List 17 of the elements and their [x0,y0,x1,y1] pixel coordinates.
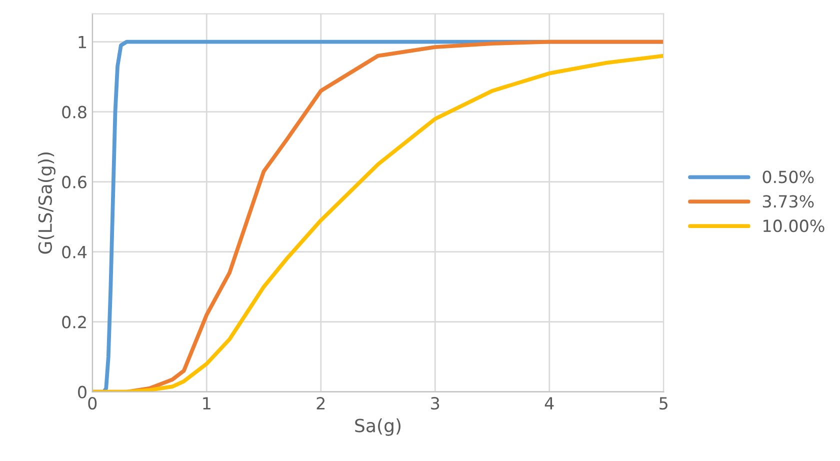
x-tick-label: 1 [203,397,210,410]
y-tick-label: 1 [78,36,86,48]
x-tick-label: 0 [88,397,97,410]
x-tick-label: 3 [431,397,440,410]
y-tick-label: 0 [78,386,86,398]
legend-label: 10.00% [764,220,824,232]
x-tick-label: 2 [316,397,325,410]
x-tick-label: 4 [544,397,554,410]
y-axis-title: G(LS/Sa(g)) [38,152,56,254]
y-tick-label: 0.4 [62,246,87,258]
legend-label: 3.73% [762,195,814,208]
x-tick-label: 5 [660,397,668,410]
y-tick-label: 0.8 [62,106,86,118]
y-tick-label: 0.6 [62,176,86,188]
y-tick-label: 0.2 [62,316,86,328]
x-axis-title: Sa(g) [355,418,400,436]
legend-label: 0.50% [762,170,814,184]
